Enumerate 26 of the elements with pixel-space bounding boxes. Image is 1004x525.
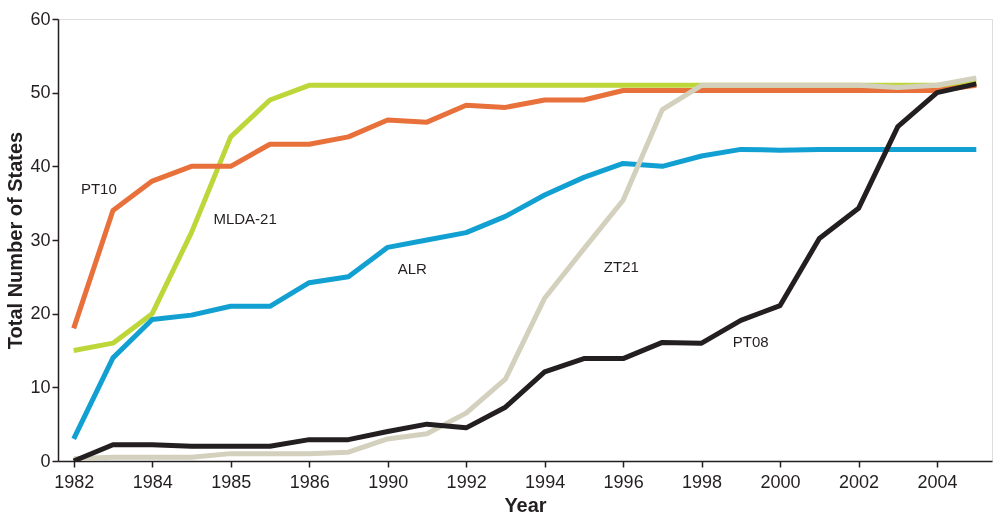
y-tick-label: 20 [30, 303, 51, 324]
y-tick-label: 60 [30, 8, 51, 29]
x-tick-label: 2002 [839, 471, 880, 492]
series-label: ALR [397, 260, 427, 278]
series-label: ZT21 [603, 257, 639, 275]
x-tick-label: 2004 [917, 471, 958, 492]
y-tick-label: 30 [30, 229, 51, 250]
series-label: MLDA-21 [213, 209, 277, 227]
series-label: PT08 [732, 333, 769, 351]
x-tick-label: 1990 [368, 471, 409, 492]
x-tick-label: 1998 [682, 471, 723, 492]
y-tick-label: 0 [40, 450, 51, 471]
y-axis-title: Total Number of States [4, 131, 27, 350]
x-tick-label: 1982 [54, 471, 95, 492]
series-label: PT10 [80, 179, 117, 197]
y-tick-label: 10 [30, 376, 51, 397]
y-tick-label: 50 [30, 82, 51, 103]
x-tick-label: 1985 [211, 471, 252, 492]
x-tick-label: 2000 [760, 471, 801, 492]
x-axis-title: Year [504, 493, 547, 516]
x-tick-label: 1986 [289, 471, 330, 492]
x-tick-label: 1994 [525, 471, 566, 492]
x-tick-label: 1984 [132, 471, 173, 492]
x-tick-label: 1992 [446, 471, 487, 492]
y-tick-label: 40 [30, 155, 51, 176]
x-tick-label: 1996 [603, 471, 644, 492]
